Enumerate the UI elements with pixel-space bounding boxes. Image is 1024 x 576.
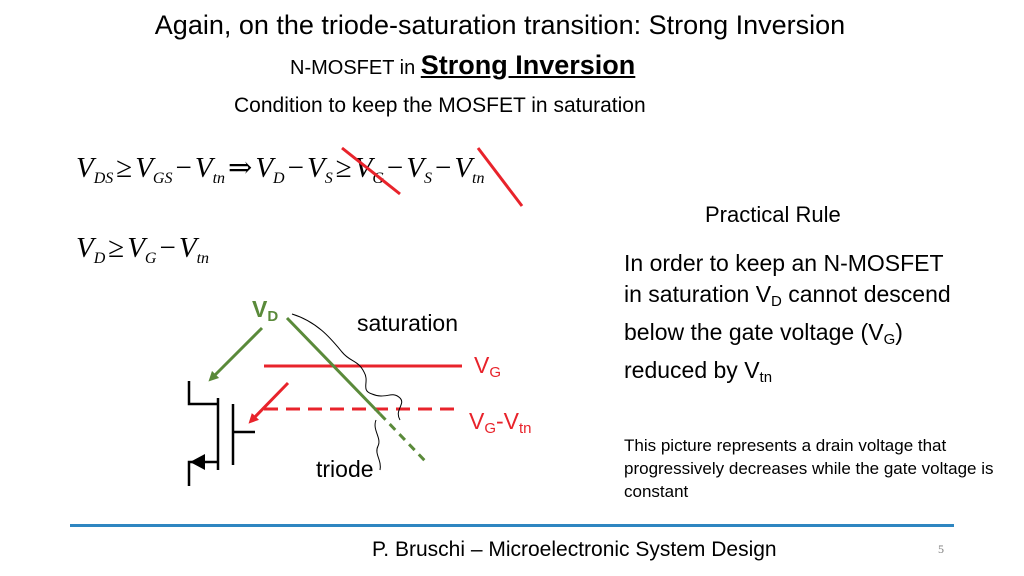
condition-heading: Condition to keep the MOSFET in saturati… bbox=[234, 94, 646, 117]
subtitle-prefix: N-MOSFET in bbox=[290, 57, 421, 79]
cancel-stroke-2 bbox=[476, 147, 524, 207]
footer-divider bbox=[70, 524, 954, 527]
subtitle-strong: Strong Inversion bbox=[420, 50, 636, 80]
practical-rule-text: In order to keep an N-MOSFET in saturati… bbox=[624, 250, 951, 386]
slide-subtitle: N-MOSFET in Strong Inversion bbox=[290, 50, 635, 81]
equation-2: VD ≥ VG − Vtn bbox=[76, 232, 210, 267]
vg-vtn-label: VG-Vtn bbox=[469, 408, 532, 437]
vd-line-dashed bbox=[378, 412, 430, 466]
vd-label: VD bbox=[252, 296, 279, 325]
vd-line bbox=[285, 316, 382, 416]
vd-pointer-arrow bbox=[208, 326, 264, 382]
practical-rule-title: Practical Rule bbox=[705, 202, 841, 227]
mosfet-symbol bbox=[187, 381, 255, 486]
page-number: 5 bbox=[938, 542, 944, 556]
saturation-label: saturation bbox=[357, 310, 459, 336]
slide-title: Again, on the triode-saturation transiti… bbox=[154, 10, 846, 40]
footer-text: P. Bruschi – Microelectronic System Desi… bbox=[372, 538, 777, 561]
triode-label: triode bbox=[316, 456, 374, 482]
vg-pointer-arrow bbox=[248, 381, 290, 424]
saturation-boundary-curve bbox=[291, 313, 403, 421]
triode-boundary-curve bbox=[374, 419, 381, 471]
cancel-stroke-1 bbox=[341, 146, 401, 196]
source-arrow-icon bbox=[190, 454, 205, 470]
equation-1: VDS≥VGS−Vtn⇒VD−VS≥VG−VS−Vtn bbox=[76, 152, 485, 187]
vg-label: VG bbox=[474, 352, 502, 381]
picture-note: This picture represents a drain voltage … bbox=[624, 436, 994, 501]
